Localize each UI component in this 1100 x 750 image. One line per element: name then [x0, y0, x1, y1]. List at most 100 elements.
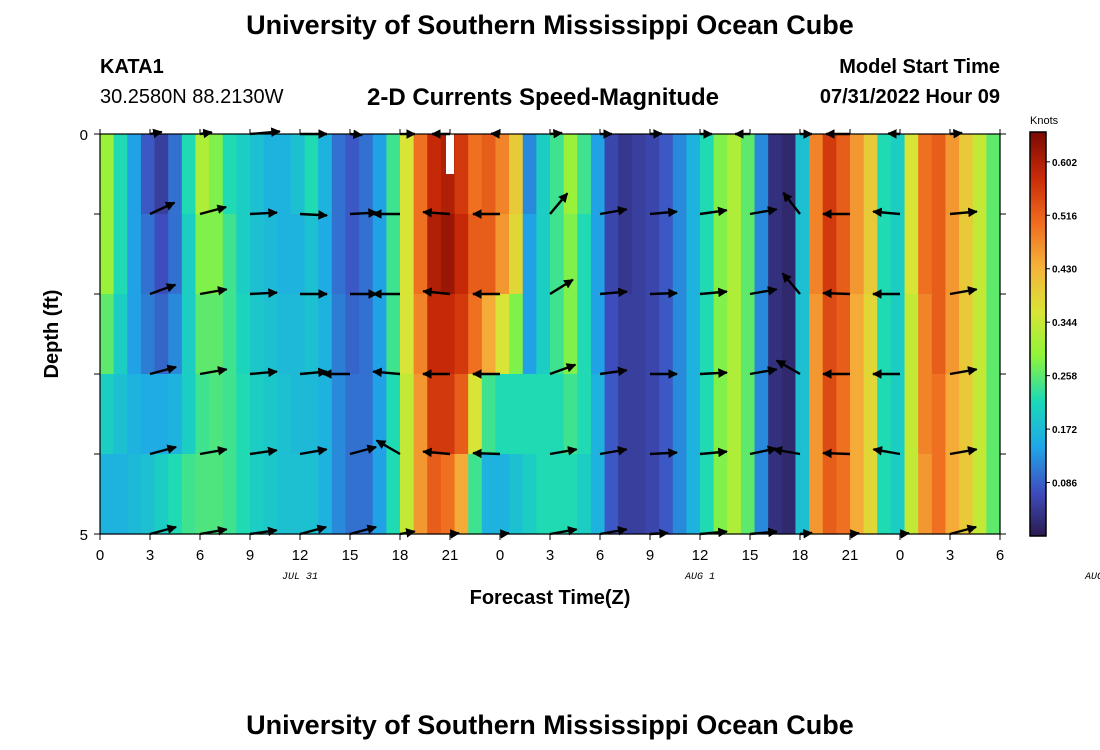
heatmap-cell — [727, 294, 742, 375]
heatmap-cell — [277, 374, 292, 455]
heatmap-cell — [290, 374, 306, 455]
heatmap-cell — [209, 214, 224, 295]
heatmap-cell — [440, 454, 456, 535]
current-vector — [772, 446, 801, 456]
heatmap-cell — [850, 454, 865, 535]
heatmap-cell — [522, 134, 537, 215]
heatmap-cell — [945, 374, 960, 455]
heatmap-cell — [359, 134, 374, 215]
heatmap-cell — [986, 294, 1001, 375]
heatmap-cell — [345, 454, 360, 535]
heatmap-cell — [904, 454, 919, 535]
heatmap-cell — [890, 454, 906, 535]
heatmap-cell — [290, 454, 306, 535]
heatmap-cell — [113, 214, 128, 295]
heatmap-cell — [904, 374, 919, 455]
heatmap-cell — [631, 214, 647, 295]
heatmap-cell — [277, 134, 292, 215]
heatmap-cell — [659, 374, 674, 455]
heatmap-cell — [672, 294, 687, 375]
heatmap-cell — [618, 214, 633, 295]
heatmap-cell — [577, 294, 592, 375]
heatmap-cell — [127, 454, 142, 535]
heatmap-cell — [550, 294, 565, 375]
heatmap-cell — [822, 454, 837, 535]
heatmap-cell — [659, 454, 674, 535]
current-vector — [599, 446, 628, 456]
heatmap-cell — [781, 374, 797, 455]
heatmap-cell — [700, 294, 715, 375]
heatmap-cell — [236, 134, 251, 215]
heatmap-cell — [618, 134, 633, 215]
heatmap-cell — [413, 214, 428, 295]
heatmap-cell — [427, 374, 442, 455]
heatmap-cell — [754, 214, 769, 295]
current-vector — [699, 206, 728, 217]
heatmap-cell — [509, 214, 524, 295]
current-vector — [372, 367, 401, 378]
heatmap-cell — [672, 374, 687, 455]
heatmap-cell — [877, 294, 892, 375]
heatmap-cell — [440, 374, 456, 455]
heatmap-cell — [577, 134, 592, 215]
x-tick-label: 9 — [246, 547, 254, 564]
heatmap-cell — [154, 214, 169, 295]
current-vector — [349, 208, 378, 218]
heatmap-cell — [440, 294, 456, 375]
current-vector — [749, 445, 778, 456]
heatmap-cell — [509, 294, 524, 375]
heatmap-cell — [863, 294, 878, 375]
heatmap-cell — [563, 214, 578, 295]
heatmap-cell — [713, 134, 728, 215]
x-tick-label: 6 — [196, 547, 204, 564]
heatmap-cell — [727, 374, 742, 455]
current-vector — [699, 447, 728, 458]
current-vector — [549, 363, 577, 376]
current-vector — [699, 368, 728, 378]
heatmap-cell — [263, 134, 278, 215]
heatmap-cell — [209, 134, 224, 215]
heatmap-cell — [481, 214, 497, 295]
heatmap-cell — [604, 454, 619, 535]
heatmap-cell — [918, 214, 933, 295]
heatmap-cell — [945, 214, 960, 295]
heatmap-cell — [959, 214, 974, 295]
heatmap-cell — [100, 214, 115, 295]
heatmap-cell — [304, 374, 319, 455]
heatmap-cell — [577, 214, 592, 295]
heatmap-cell — [113, 374, 128, 455]
heatmap-cell — [781, 134, 797, 215]
heatmap-cell — [836, 134, 851, 215]
heatmap-cell — [222, 214, 237, 295]
heatmap-cell — [659, 294, 674, 375]
date-label: JUL 31 — [282, 572, 318, 583]
current-vector — [822, 288, 851, 299]
current-vector — [872, 207, 901, 218]
heatmap-cell — [918, 454, 933, 535]
heatmap-cell — [713, 294, 728, 375]
current-vector — [299, 524, 328, 536]
heatmap-cell — [809, 134, 824, 215]
heatmap-cell — [113, 134, 128, 215]
heatmap-cell — [181, 134, 197, 215]
x-tick-label: 0 — [496, 547, 504, 564]
heatmap-cell — [754, 294, 769, 375]
heatmap-cell — [454, 214, 469, 295]
heatmap-cell — [168, 134, 183, 215]
heatmap-cell — [318, 374, 333, 455]
current-vector — [149, 201, 176, 216]
current-vector — [549, 278, 574, 296]
heatmap-cell — [700, 214, 715, 295]
x-tick-label: 21 — [442, 547, 459, 564]
heatmap-cell — [277, 294, 292, 375]
current-vector — [299, 446, 328, 456]
heatmap-cell — [195, 454, 210, 535]
heatmap-cell — [550, 134, 565, 215]
current-vector — [349, 444, 378, 456]
heatmap-cell — [809, 374, 824, 455]
current-vector — [249, 288, 278, 298]
current-vector — [822, 448, 851, 459]
heatmap-cell — [331, 374, 347, 455]
heatmap-cell — [236, 294, 251, 375]
current-vector — [781, 272, 801, 295]
